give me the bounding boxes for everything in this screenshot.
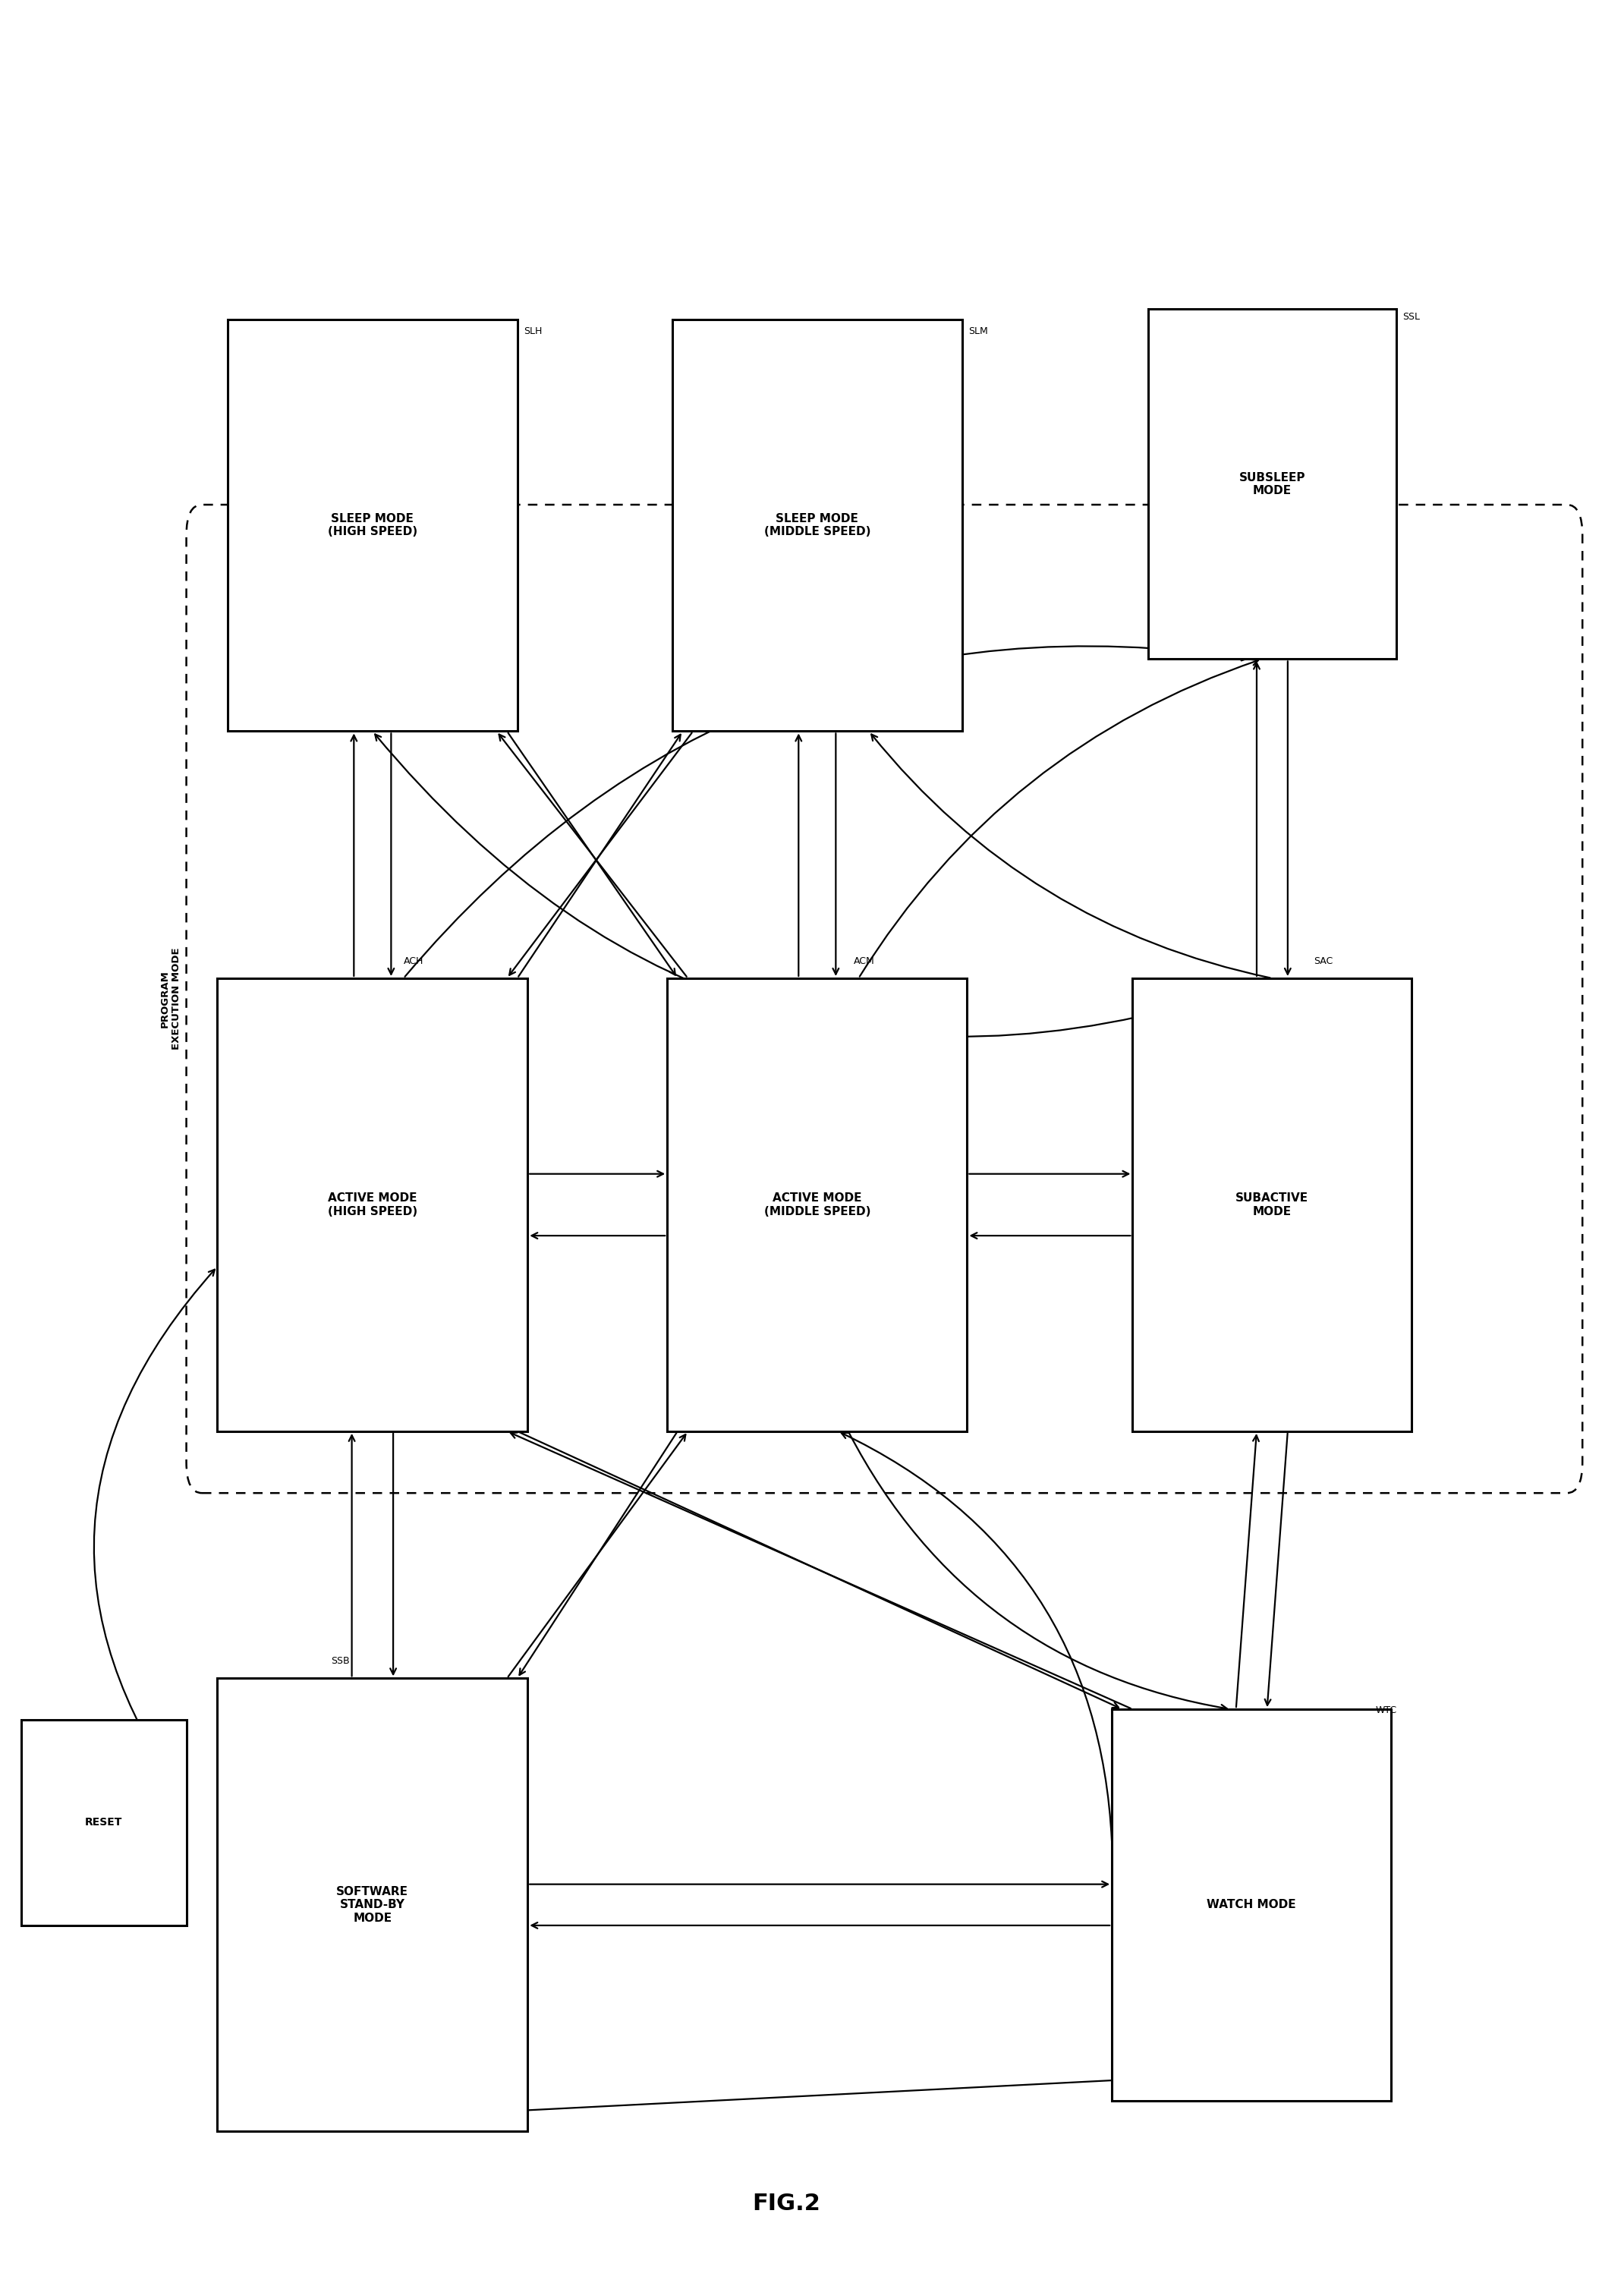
- Text: SSB: SSB: [331, 1655, 349, 1666]
- Text: PROGRAM
EXECUTION MODE: PROGRAM EXECUTION MODE: [159, 949, 182, 1049]
- FancyBboxPatch shape: [21, 1719, 187, 1925]
- Text: WTC: WTC: [1376, 1705, 1397, 1714]
- Text: ACTIVE MODE
(HIGH SPEED): ACTIVE MODE (HIGH SPEED): [328, 1193, 417, 1216]
- FancyBboxPatch shape: [672, 320, 961, 732]
- FancyBboxPatch shape: [667, 978, 968, 1431]
- Text: SLH: SLH: [523, 327, 542, 336]
- FancyBboxPatch shape: [1112, 1710, 1392, 2101]
- Text: SUBACTIVE
MODE: SUBACTIVE MODE: [1236, 1193, 1309, 1216]
- FancyBboxPatch shape: [227, 320, 518, 732]
- Text: FIG.2: FIG.2: [752, 2192, 820, 2215]
- Text: RESET: RESET: [84, 1817, 122, 1829]
- Text: SLM: SLM: [968, 327, 987, 336]
- FancyBboxPatch shape: [218, 1678, 528, 2131]
- Text: SUBSLEEP
MODE: SUBSLEEP MODE: [1239, 471, 1306, 496]
- Text: SLEEP MODE
(MIDDLE SPEED): SLEEP MODE (MIDDLE SPEED): [763, 512, 870, 537]
- Text: SAC: SAC: [1314, 956, 1333, 967]
- Text: SSL: SSL: [1403, 311, 1419, 322]
- Text: ACH: ACH: [403, 956, 424, 967]
- FancyBboxPatch shape: [218, 978, 528, 1431]
- Text: WATCH MODE: WATCH MODE: [1207, 1900, 1296, 1911]
- Text: ACTIVE MODE
(MIDDLE SPEED): ACTIVE MODE (MIDDLE SPEED): [763, 1193, 870, 1216]
- FancyBboxPatch shape: [1148, 309, 1397, 658]
- FancyBboxPatch shape: [1132, 978, 1411, 1431]
- Text: SOFTWARE
STAND-BY
MODE: SOFTWARE STAND-BY MODE: [336, 1886, 409, 1925]
- Text: ACM: ACM: [853, 956, 874, 967]
- Text: SLEEP MODE
(HIGH SPEED): SLEEP MODE (HIGH SPEED): [328, 512, 417, 537]
